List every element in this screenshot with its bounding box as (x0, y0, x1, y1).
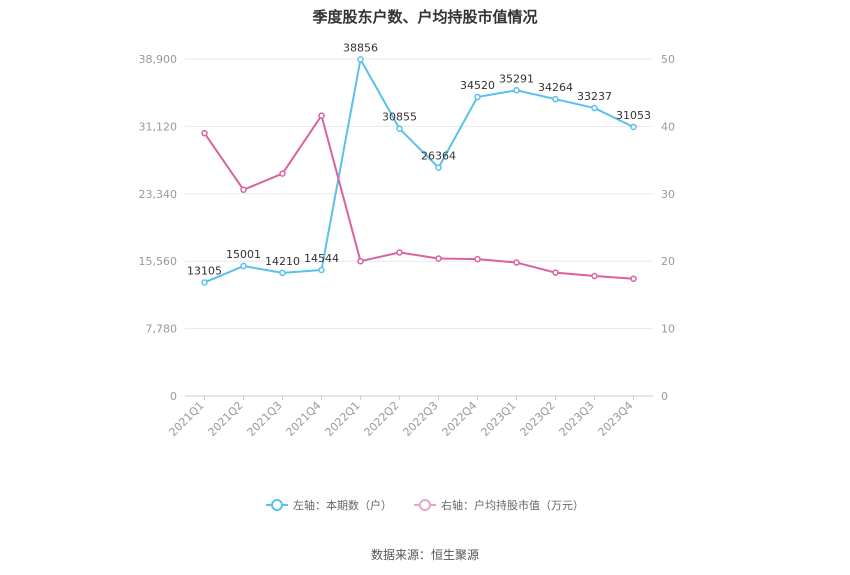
households-point (201, 279, 208, 286)
households-data-label: 14544 (304, 252, 339, 265)
households-point (357, 56, 364, 63)
chart-title: 季度股东户数、户均持股市值情况 (312, 8, 538, 26)
legend-item-avg-holding-value[interactable]: 右轴：户均持股市值（万元） (414, 497, 584, 513)
y-right-tick-label: 20 (661, 255, 675, 268)
households-data-label: 26364 (421, 150, 456, 163)
x-tick-label: 2023Q1 (479, 399, 519, 439)
y-right-tick-label: 50 (661, 53, 675, 66)
households-data-label: 30855 (382, 111, 417, 124)
households-data-label: 34520 (460, 79, 495, 92)
series-line-households (204, 58, 634, 284)
households-data-label: 13105 (187, 264, 222, 277)
legend-households-marker-icon (266, 499, 288, 511)
households-point (513, 87, 520, 94)
avg-holding-point (474, 255, 481, 263)
households-data-label: 38856 (343, 41, 378, 54)
households-point (552, 95, 559, 103)
households-data-label: 34264 (538, 81, 573, 94)
y-left-tick-label: 15,560 (139, 255, 178, 268)
y-left-tick-label: 38,900 (139, 53, 178, 66)
y-right-tick-label: 10 (661, 323, 675, 336)
data-source-note: 数据来源：恒生聚源 (370, 548, 479, 562)
x-tick-label: 2022Q2 (362, 399, 402, 439)
x-tick-label: 2021Q4 (284, 399, 324, 439)
avg-holding-point (357, 257, 364, 265)
x-tick-label: 2021Q1 (167, 399, 207, 439)
x-tick-label: 2023Q3 (557, 399, 597, 439)
households-point (591, 104, 598, 112)
y-right-tick-label: 0 (661, 390, 668, 403)
households-point (240, 262, 247, 270)
avg-holding-point (201, 129, 208, 137)
y-left-tick-label: 23,340 (139, 188, 178, 201)
households-data-label: 33237 (577, 90, 612, 103)
avg-holding-point (630, 275, 637, 282)
avg-holding-point (552, 269, 559, 276)
legend-avg-holding-label: 右轴：户均持股市值（万元） (441, 499, 584, 512)
households-point (318, 266, 325, 274)
households-data-label: 15001 (226, 248, 261, 261)
series-line-avg-holding-value (203, 114, 634, 280)
avg-holding-point (591, 272, 598, 280)
legend: 左轴：本期数（户） 右轴：户均持股市值（万元） (0, 497, 850, 513)
avg-holding-point (279, 170, 286, 177)
households-data-label: 35291 (499, 72, 534, 85)
avg-holding-point (396, 249, 403, 256)
x-tick-label: 2023Q2 (518, 399, 558, 439)
x-tick-label: 2021Q2 (206, 399, 246, 439)
y-right-tick-label: 30 (661, 188, 675, 201)
households-point (474, 93, 481, 101)
legend-avg-holding-marker-icon (414, 499, 436, 511)
y-right-tick-label: 40 (661, 120, 675, 133)
households-data-label: 14210 (265, 255, 300, 268)
avg-holding-point (435, 255, 442, 262)
households-point (279, 269, 286, 277)
x-tick-label: 2021Q3 (245, 399, 285, 439)
x-tick-label: 2023Q4 (596, 399, 636, 439)
y-left-tick-label: 7,780 (146, 323, 178, 336)
avg-holding-point (513, 259, 520, 266)
avg-holding-point (318, 112, 325, 119)
legend-households-label: 左轴：本期数（户） (293, 499, 392, 512)
x-tick-label: 2022Q3 (401, 399, 441, 439)
x-tick-label: 2022Q4 (440, 399, 480, 439)
legend-item-households[interactable]: 左轴：本期数（户） (266, 497, 392, 513)
avg-holding-point (240, 186, 247, 194)
y-left-tick-label: 0 (170, 390, 177, 403)
households-point (435, 164, 442, 171)
x-tick-label: 2022Q1 (323, 399, 363, 439)
households-point (630, 123, 637, 131)
households-data-label: 31053 (616, 109, 651, 122)
households-point (396, 125, 403, 132)
y-left-tick-label: 31,120 (139, 120, 178, 133)
